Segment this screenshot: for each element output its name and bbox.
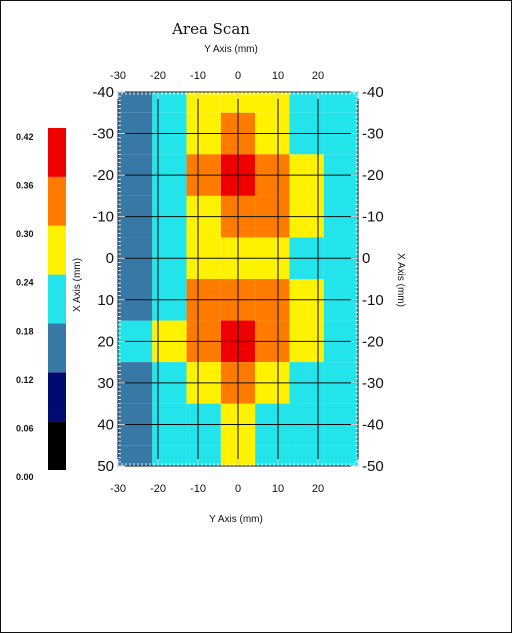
x-tick-label-bottom: 0 xyxy=(235,483,241,495)
y-tick-label-left: 40 xyxy=(97,416,114,433)
y-tick-label-left: -10 xyxy=(92,209,114,226)
heatmap-cell xyxy=(255,445,290,466)
x-tick-label-top: -10 xyxy=(190,70,206,82)
y-tick-label-right: -40 xyxy=(362,416,384,433)
x-tick-label-top: 20 xyxy=(312,70,324,82)
y-tick-label-right: -20 xyxy=(362,167,384,184)
y-tick-label-left: -30 xyxy=(92,126,114,143)
colorbar-label: 0.18 xyxy=(16,326,34,336)
colorbar-segment xyxy=(48,274,66,324)
y-tick-label-left: 10 xyxy=(97,292,114,309)
y-tick-label-right: -50 xyxy=(362,458,384,475)
colorbar-label: 0.36 xyxy=(16,181,34,191)
y-tick-label-left: 30 xyxy=(97,375,114,392)
tick-marks xyxy=(117,91,359,467)
x-tick-label-bottom: -10 xyxy=(190,483,206,495)
y-tick-label-left: -20 xyxy=(92,167,114,184)
colorbar-segment xyxy=(48,225,66,275)
heatmap-cell xyxy=(323,445,358,466)
heatmap-cell xyxy=(323,92,358,113)
x-tick-label-bottom: 20 xyxy=(312,483,324,495)
y-tick-label-left: 50 xyxy=(97,458,114,475)
x-tick-label-bottom: 10 xyxy=(272,483,284,495)
y-tick-label-left: -40 xyxy=(92,84,114,101)
y-tick-label-right: -30 xyxy=(362,126,384,143)
y-tick-label-right: -30 xyxy=(362,375,384,392)
heatmap-cell xyxy=(186,92,221,113)
colorbar-segment xyxy=(48,323,66,373)
heatmap-cell xyxy=(152,445,187,466)
colorbar-segment xyxy=(48,176,66,226)
colorbar-segment xyxy=(48,128,66,177)
heatmap-cell xyxy=(289,92,324,113)
colorbar-label: 0.42 xyxy=(16,132,34,142)
colorbar-label: 0.00 xyxy=(16,472,34,482)
top-axis-label: Y Axis (mm) xyxy=(204,44,258,55)
heatmap-cell xyxy=(255,92,290,113)
heatmap-cell xyxy=(118,92,153,113)
bottom-axis-label: Y Axis (mm) xyxy=(209,514,263,525)
y-tick-label-right: 0 xyxy=(362,250,370,267)
colorbar-label: 0.30 xyxy=(16,229,34,239)
colorbar-segment xyxy=(48,372,66,422)
tick-labels: -30 -30 -20 -20 -10 -10 0 0 10 10 20 20 -40 -40 -30 -30… xyxy=(92,70,383,495)
heatmap-cell xyxy=(289,445,324,466)
colorbar-segment xyxy=(48,421,66,470)
chart-title: Area Scan xyxy=(171,20,250,38)
heatmap-cell xyxy=(186,445,221,466)
heatmap-cell xyxy=(152,92,187,113)
x-tick-label-top: 10 xyxy=(272,70,284,82)
x-tick-label-top: -30 xyxy=(110,70,126,82)
colorbar-label: 0.24 xyxy=(16,278,34,288)
colorbar-label: 0.06 xyxy=(16,423,34,433)
x-tick-label-bottom: -30 xyxy=(110,483,126,495)
y-tick-label-left: 0 xyxy=(106,250,114,267)
y-tick-label-right: -10 xyxy=(362,209,384,226)
colorbar: 0.42 0.36 0.30 0.24 0.18 0.12 0.06 0.00 xyxy=(16,128,66,482)
y-tick-label-right: -10 xyxy=(362,292,384,309)
y-tick-label-right: -20 xyxy=(362,333,384,350)
x-tick-label-bottom: -20 xyxy=(150,483,166,495)
colorbar-label: 0.12 xyxy=(16,375,34,385)
y-tick-label-left: 20 xyxy=(97,333,114,350)
y-tick-label-right: -40 xyxy=(362,84,384,101)
right-axis-label: X Axis (mm) xyxy=(395,253,406,307)
left-axis-label: X Axis (mm) xyxy=(72,258,83,312)
heatmap-cell xyxy=(118,445,153,466)
x-tick-label-top: 0 xyxy=(235,70,241,82)
x-tick-label-top: -20 xyxy=(150,70,166,82)
